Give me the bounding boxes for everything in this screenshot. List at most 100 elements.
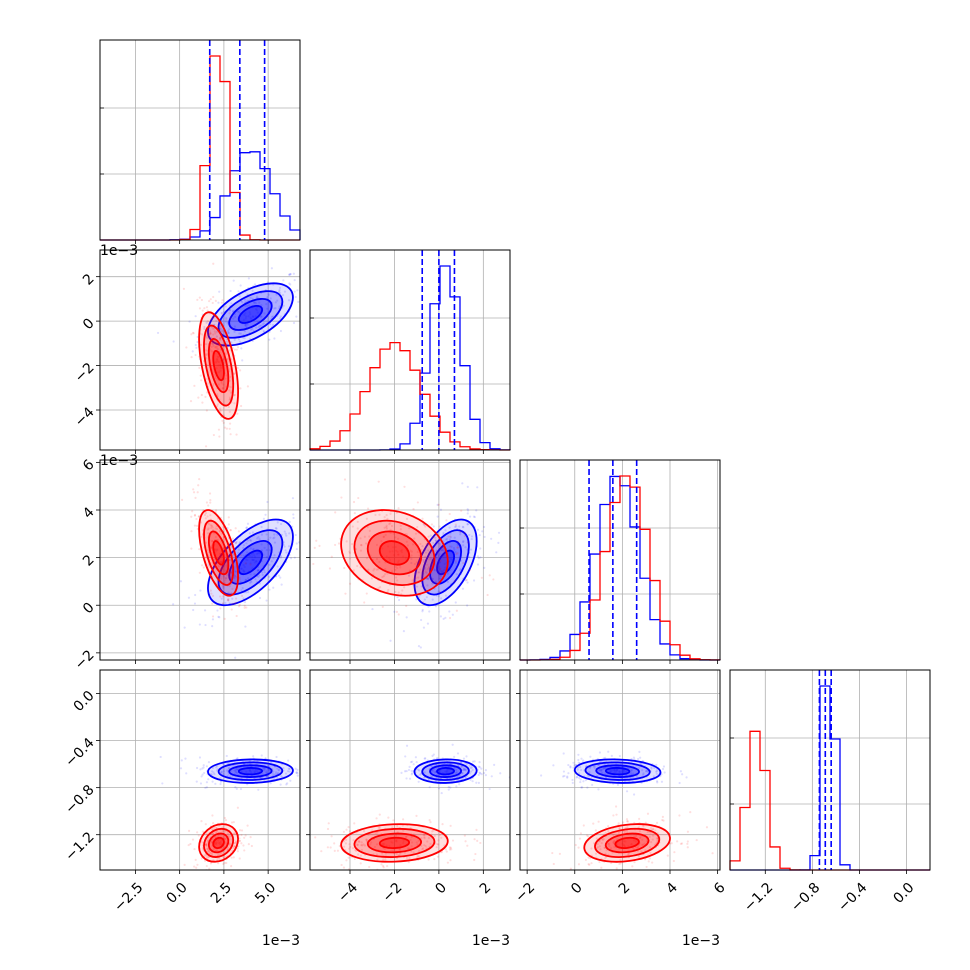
scatter-point-blue	[278, 290, 281, 293]
scatter-point-red	[368, 865, 371, 869]
panel-3-0: −1.2−0.8−0.40.0	[62, 669, 301, 876]
scatter-point-red	[224, 305, 227, 308]
scatter-point-red	[200, 393, 203, 397]
scatter-point-red	[473, 838, 476, 841]
scatter-point-red	[383, 573, 387, 576]
scatter-point-blue	[610, 769, 613, 772]
scatter-point-blue	[245, 325, 248, 328]
scatter-point-red	[373, 567, 376, 570]
scatter-point-blue	[184, 757, 187, 760]
scatter-point-blue	[251, 548, 255, 551]
scatter-point-red	[460, 509, 463, 512]
scatter-point-red	[227, 523, 230, 526]
scatter-point-red	[651, 861, 654, 864]
scatter-point-red	[218, 336, 222, 339]
scatter-point-blue	[292, 272, 295, 275]
scatter-point-blue	[201, 767, 204, 770]
scatter-point-red	[221, 330, 224, 333]
scatter-point-blue	[226, 330, 230, 333]
scatter-point-blue	[579, 766, 582, 769]
scatter-point-blue	[653, 766, 656, 769]
scatter-point-blue	[225, 340, 229, 343]
scatter-point-blue	[562, 770, 566, 773]
scatter-point-red	[228, 398, 231, 401]
scatter-point-blue	[279, 774, 283, 778]
scatter-point-blue	[227, 591, 230, 594]
x-tick-label: 2	[477, 880, 495, 898]
scatter-point-blue	[226, 598, 230, 602]
scatter-point-blue	[293, 290, 296, 293]
scatter-point-red	[214, 509, 218, 512]
scatter-point-red	[235, 433, 238, 436]
scatter-point-red	[638, 817, 641, 820]
scatter-point-red	[395, 549, 398, 552]
scatter-point-red	[382, 842, 385, 846]
scatter-point-blue	[225, 754, 228, 758]
scatter-point-red	[417, 571, 420, 574]
scatter-point-blue	[238, 295, 241, 298]
scatter-point-blue	[461, 587, 465, 590]
scatter-point-blue	[261, 773, 264, 776]
scatter-point-red	[230, 864, 233, 868]
scatter-point-red	[209, 332, 212, 335]
scatter-point-blue	[681, 773, 684, 776]
scatter-point-blue	[233, 338, 236, 342]
scatter-point-red	[405, 540, 408, 543]
scatter-point-red	[578, 837, 582, 840]
scatter-point-red	[373, 845, 377, 849]
scatter-point-blue	[260, 525, 263, 529]
scatter-point-blue	[441, 548, 444, 551]
scatter-point-blue	[269, 761, 273, 764]
scatter-point-red	[210, 874, 212, 876]
scatter-point-red	[382, 864, 385, 868]
scatter-point-red	[215, 360, 218, 363]
scatter-point-blue	[222, 770, 225, 773]
scatter-point-red	[615, 813, 618, 816]
scatter-point-blue	[470, 770, 473, 773]
scatter-point-blue	[229, 289, 232, 293]
scatter-point-red	[388, 844, 391, 848]
scatter-point-blue	[569, 765, 572, 768]
scatter-point-red	[194, 353, 197, 357]
scatter-point-blue	[234, 770, 237, 773]
scatter-point-blue	[461, 525, 464, 528]
scatter-point-red	[365, 557, 369, 560]
scatter-point-red	[211, 615, 215, 618]
scatter-point-blue	[629, 769, 633, 772]
scatter-point-red	[378, 513, 381, 516]
scatter-point-blue	[230, 341, 233, 344]
scatter-point-red	[645, 865, 648, 869]
scatter-point-blue	[251, 531, 254, 534]
scatter-point-red	[415, 841, 418, 844]
scatter-point-blue	[588, 766, 592, 770]
scatter-point-red	[236, 412, 239, 415]
scatter-point-red	[376, 831, 379, 834]
scatter-point-red	[448, 616, 452, 620]
contour-red	[378, 836, 411, 850]
scatter-point-red	[200, 379, 203, 382]
scatter-point-blue	[432, 525, 435, 528]
scatter-point-red	[212, 821, 215, 825]
scatter-point-blue	[215, 330, 219, 333]
scatter-point-blue	[211, 780, 214, 783]
scatter-point-red	[196, 863, 199, 866]
scatter-point-red	[394, 568, 397, 572]
scatter-point-red	[448, 545, 452, 548]
scatter-point-red	[621, 842, 624, 845]
scatter-point-red	[182, 287, 186, 290]
scatter-point-red	[348, 847, 351, 850]
scatter-point-red	[226, 599, 229, 602]
scatter-point-red	[352, 569, 355, 572]
scatter-point-red	[619, 858, 622, 861]
scatter-point-blue	[255, 552, 259, 556]
scatter-point-red	[305, 568, 307, 570]
scatter-point-blue	[230, 302, 233, 305]
scatter-point-blue	[436, 515, 439, 518]
scatter-point-blue	[493, 763, 496, 766]
scatter-point-blue	[236, 768, 239, 771]
scatter-point-blue	[159, 755, 162, 759]
scatter-point-red	[217, 841, 220, 844]
scatter-point-blue	[273, 533, 276, 536]
scatter-point-red	[238, 829, 242, 832]
contour-blue	[604, 767, 631, 776]
